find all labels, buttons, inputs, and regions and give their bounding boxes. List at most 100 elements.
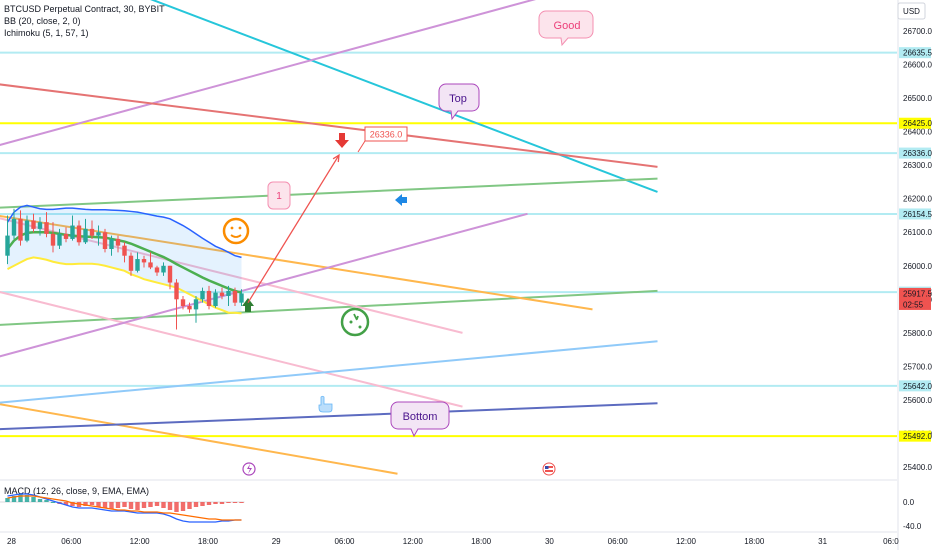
- trend-lines: [0, 0, 658, 475]
- macd-histogram-bar: [128, 502, 134, 509]
- price-tick-label: 26700.0: [903, 27, 932, 36]
- currency-button[interactable]: USD: [897, 2, 926, 20]
- macd-line: [7, 493, 242, 523]
- flag-event-icon[interactable]: [542, 462, 556, 476]
- macd-histogram-bar: [226, 502, 231, 503]
- macd-histogram-bar: [154, 502, 160, 506]
- candle-body: [11, 218, 17, 236]
- macd-pane: [0, 493, 245, 523]
- annotations: Good Top Bottom 1 26336.0: [222, 10, 594, 476]
- price-label: 26154.5: [903, 210, 932, 219]
- candle-body: [239, 293, 244, 303]
- macd-histogram-bar: [115, 502, 121, 508]
- signal-line: [7, 495, 242, 521]
- ichimoku-indicator-label[interactable]: Ichimoku (5, 1, 57, 1): [4, 28, 89, 38]
- macd-histogram-bar: [102, 502, 108, 508]
- projection-line: [247, 154, 340, 304]
- candle-body: [213, 292, 218, 307]
- candle-body: [141, 259, 147, 263]
- candle-body: [193, 299, 199, 310]
- candle-body: [174, 282, 179, 300]
- candle-body: [128, 255, 134, 271]
- macd-histogram-bar: [206, 502, 212, 505]
- candle-body: [232, 290, 238, 303]
- bb-upper-line: [6, 204, 242, 259]
- price-label-bg: [899, 208, 931, 220]
- macd-histogram-bar: [96, 502, 101, 507]
- macd-tick-label: 0.0: [903, 498, 915, 507]
- candle-body: [226, 290, 231, 296]
- price-tick-label: 26400.0: [903, 128, 932, 137]
- time-tick-label: 06:00: [61, 537, 82, 546]
- macd-indicator-label[interactable]: MACD (12, 26, close, 9, EMA, EMA): [4, 486, 150, 496]
- down-arrow-icon[interactable]: [335, 133, 349, 148]
- candle-body: [200, 290, 205, 300]
- macd-histogram-bar: [219, 502, 225, 504]
- time-tick-label: 06:00: [334, 537, 355, 546]
- candle-body: [31, 220, 36, 229]
- macd-histogram-bar: [5, 498, 10, 502]
- macd-histogram-bar: [213, 502, 218, 504]
- currency-label: USD: [903, 7, 920, 16]
- trend-line: [0, 212, 528, 358]
- time-tick-label: 12:00: [403, 537, 424, 546]
- candle-body: [89, 228, 95, 236]
- good-label: Good: [554, 20, 581, 32]
- target-price-tag[interactable]: 26336.0: [357, 126, 408, 153]
- price-tick-label: 25600.0: [903, 396, 932, 405]
- price-label-bg: [899, 380, 931, 392]
- good-callout[interactable]: Good: [538, 10, 594, 47]
- macd-histogram-bar: [167, 502, 173, 510]
- macd-histogram-bar: [44, 500, 49, 502]
- up-arrow-icon[interactable]: [242, 298, 254, 312]
- macd-histogram-bar: [135, 502, 140, 510]
- candle-body: [167, 265, 173, 283]
- time-tick-label: 12:00: [130, 537, 151, 546]
- macd-histogram-bar: [122, 502, 127, 507]
- macd-histogram-bar: [63, 502, 69, 505]
- macd-histogram-bar: [31, 497, 36, 502]
- macd-histogram-bar: [37, 499, 43, 502]
- price-tick-label: 26200.0: [903, 195, 932, 204]
- time-tick-label: 12:00: [676, 537, 697, 546]
- price-label: 25917.5: [903, 289, 932, 298]
- left-arrow-icon[interactable]: [395, 194, 407, 206]
- macd-histogram-bar: [24, 495, 30, 502]
- trend-line: [0, 403, 398, 475]
- price-label-bg: [899, 117, 931, 129]
- macd-histogram-bar: [200, 502, 205, 506]
- green-face-icon[interactable]: [340, 307, 370, 337]
- bottom-callout[interactable]: Bottom: [390, 401, 450, 438]
- candle-body: [76, 225, 82, 243]
- top-callout[interactable]: Top: [438, 83, 480, 121]
- candle-body: [57, 233, 62, 246]
- candle-body: [219, 292, 225, 296]
- price-label-bg: [899, 430, 931, 442]
- price-tick-label: 25800.0: [903, 329, 932, 338]
- candle-body: [102, 232, 108, 249]
- candle-body: [70, 225, 75, 239]
- candle-body: [109, 238, 114, 249]
- candle-body: [63, 233, 69, 239]
- candle-body: [5, 235, 10, 256]
- top-label: Top: [449, 93, 467, 105]
- trend-line: [0, 291, 463, 408]
- time-tick-label: 29: [272, 537, 281, 546]
- macd-histogram-bar: [70, 502, 75, 506]
- count-one-callout[interactable]: 1: [267, 181, 291, 210]
- lightning-event-icon[interactable]: [242, 462, 256, 476]
- price-label-bg: [899, 47, 931, 59]
- macd-histogram-bar: [11, 496, 17, 502]
- price-tick-label: 26500.0: [903, 94, 932, 103]
- candle-body: [50, 233, 56, 246]
- hand-pointer-icon[interactable]: [318, 395, 333, 413]
- smiley-emoji-icon[interactable]: [222, 217, 250, 245]
- candle-body: [135, 259, 140, 271]
- bb-indicator-label[interactable]: BB (20, close, 2, 0): [4, 16, 81, 26]
- trend-line: [150, 0, 658, 193]
- price-label: 25642.0: [903, 382, 932, 391]
- macd-histogram-bar: [83, 502, 88, 506]
- price-label-bg: [899, 287, 931, 310]
- price-label-bg: [899, 147, 931, 159]
